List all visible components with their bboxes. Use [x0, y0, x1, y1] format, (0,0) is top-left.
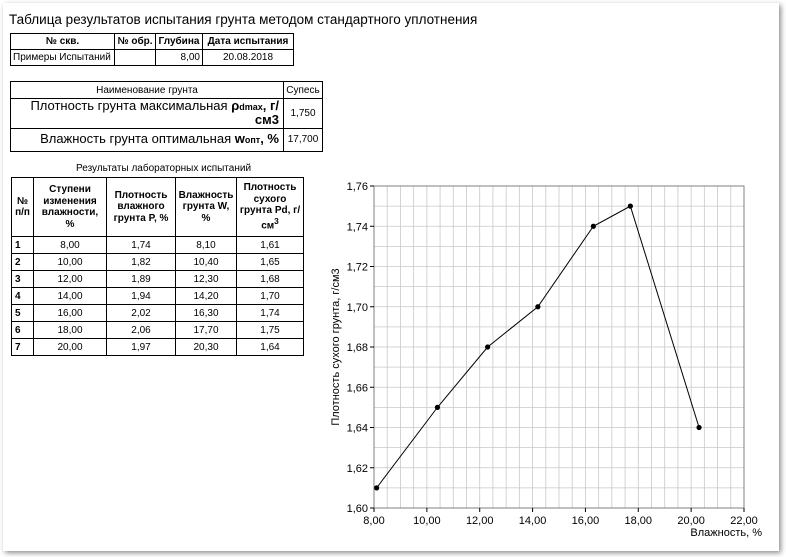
y-axis-title: Плотность сухого грунта, г/см3 — [330, 268, 342, 425]
data-point — [434, 404, 441, 410]
lab-results-title: Результаты лабораторных испытаний — [76, 163, 252, 174]
y-tick-label: 1,70 — [347, 302, 368, 314]
header-wet-density: Плотность влажного грунта P, % — [106, 177, 176, 237]
rho-symbol: ρ — [231, 98, 240, 113]
x-tick-label: 22,00 — [730, 515, 758, 527]
x-tick-label: 16,00 — [572, 515, 600, 527]
lab-results-body: 1 8,00 1,74 8,10 1,61 2 10,00 1,82 10,40 1,65 3 12,… — [11, 236, 304, 356]
soil-name-value: Супесь — [283, 81, 323, 99]
table-row: 1 8,00 1,74 8,10 1,61 — [11, 236, 304, 254]
opt-moisture-value: 17,700 — [283, 127, 323, 152]
data-point — [374, 485, 380, 491]
data-point — [535, 304, 541, 310]
soil-summary-table: Наименование грунта Супесь Плотность гру… — [10, 81, 323, 152]
y-tick-label: 1,74 — [347, 221, 368, 233]
x-tick-label: 12,00 — [466, 515, 494, 527]
header-moisture: Влажность грунта W, % — [175, 177, 237, 237]
data-point — [696, 424, 702, 431]
w-symbol: w — [234, 131, 245, 147]
cell-borehole: Примеры Испытаний — [10, 49, 115, 66]
data-point — [590, 223, 596, 229]
page-title: Таблица результатов испытания грунта мет… — [9, 12, 478, 27]
table-cell: 1,97 — [106, 338, 176, 356]
x-tick-label: 10,00 — [413, 515, 441, 527]
x-tick-label: 18,00 — [625, 515, 653, 527]
y-tick-label: 1,72 — [347, 262, 368, 274]
data-point — [627, 203, 633, 209]
table-row: 7 20,00 1,97 20,30 1,64 — [11, 338, 304, 356]
y-tick-label: 1,60 — [347, 503, 368, 515]
soil-name-label: Наименование грунта — [10, 81, 284, 99]
x-tick-label: 14,00 — [519, 515, 547, 527]
y-tick-label: 1,76 — [347, 181, 368, 193]
header-dry-density: Плотность сухого грунта Pd, г/см3 — [236, 177, 304, 237]
cell-date: 20.08.2018 — [202, 49, 294, 66]
max-density-label: Плотность грунта максимальная ρdmax, г/с… — [10, 98, 284, 129]
table-row: 6 18,00 2,06 17,70 1,75 — [11, 321, 304, 339]
x-tick-label: 8,00 — [363, 515, 384, 527]
y-tick-label: 1,66 — [347, 382, 368, 394]
sample-info-table: № скв. № обр. Глубина Дата испытания При… — [10, 33, 294, 66]
lab-results-table: № п/п Ступени изменения влажности, % Пло… — [11, 177, 304, 356]
y-tick-label: 1,64 — [347, 423, 368, 435]
data-point — [485, 344, 491, 350]
y-tick-label: 1,68 — [347, 342, 368, 354]
opt-moisture-label: Влажность грунта оптимальная wопт, % — [10, 127, 284, 152]
y-tick-label: 1,62 — [347, 463, 368, 475]
x-axis-title: Влажность, % — [690, 527, 762, 539]
x-tick-label: 20,00 — [677, 515, 705, 527]
table-cell: 1,64 — [236, 338, 304, 356]
max-density-value: 1,750 — [283, 98, 323, 129]
table-row: 4 14,00 1,94 14,20 1,70 — [11, 287, 304, 305]
